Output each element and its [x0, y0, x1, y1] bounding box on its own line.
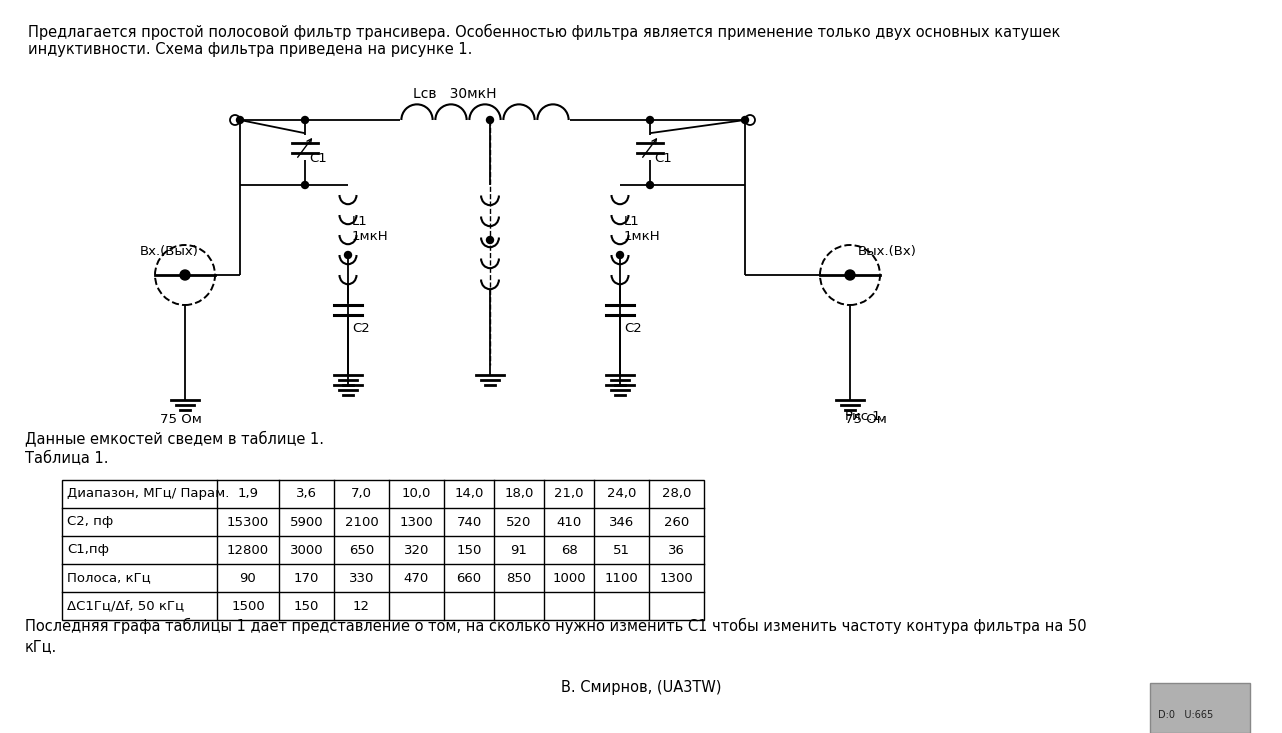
Text: Полоса, кГц: Полоса, кГц: [67, 572, 151, 584]
Text: 1100: 1100: [605, 572, 638, 584]
Text: C1: C1: [309, 152, 327, 165]
Text: 1,9: 1,9: [237, 487, 259, 501]
Text: 75 Ом: 75 Ом: [160, 413, 201, 426]
Text: 28,0: 28,0: [662, 487, 691, 501]
Text: 68: 68: [560, 543, 577, 556]
Text: 1300: 1300: [400, 515, 433, 528]
Circle shape: [236, 117, 244, 123]
Text: С1,пф: С1,пф: [67, 543, 109, 556]
Text: 170: 170: [294, 572, 319, 584]
Text: 660: 660: [456, 572, 482, 584]
Circle shape: [301, 117, 309, 123]
Text: 650: 650: [349, 543, 374, 556]
Text: 91: 91: [510, 543, 527, 556]
Circle shape: [486, 237, 494, 243]
Text: Lсв   30мкН: Lсв 30мкН: [413, 87, 496, 101]
Text: 75 Ом: 75 Ом: [845, 413, 887, 426]
Circle shape: [617, 251, 623, 259]
Text: ΔС1Гц/Δf, 50 кГц: ΔС1Гц/Δf, 50 кГц: [67, 600, 185, 613]
Text: 12: 12: [353, 600, 370, 613]
Text: Вых.(Вх): Вых.(Вх): [858, 245, 917, 258]
Text: 150: 150: [456, 543, 482, 556]
Text: L1
1мкН: L1 1мкН: [353, 215, 388, 243]
Text: 36: 36: [668, 543, 685, 556]
Text: Диапазон, МГц/ Парам.: Диапазон, МГц/ Парам.: [67, 487, 229, 501]
Text: Вх.(Вых): Вх.(Вых): [140, 245, 199, 258]
Text: 10,0: 10,0: [401, 487, 431, 501]
Text: 18,0: 18,0: [504, 487, 533, 501]
Text: L1
1мкН: L1 1мкН: [624, 215, 660, 243]
Text: 346: 346: [609, 515, 635, 528]
Text: 260: 260: [664, 515, 690, 528]
Text: 520: 520: [506, 515, 532, 528]
Text: 2100: 2100: [345, 515, 378, 528]
Text: 1500: 1500: [231, 600, 265, 613]
Text: C2: C2: [353, 322, 369, 335]
Text: 12800: 12800: [227, 543, 269, 556]
Text: 5900: 5900: [290, 515, 323, 528]
Text: 51: 51: [613, 543, 629, 556]
Text: 3,6: 3,6: [296, 487, 317, 501]
Text: Таблица 1.: Таблица 1.: [26, 451, 109, 466]
Circle shape: [179, 270, 190, 280]
Text: 15300: 15300: [227, 515, 269, 528]
Text: 24,0: 24,0: [606, 487, 636, 501]
Text: 90: 90: [240, 572, 256, 584]
Bar: [62, 480, 704, 620]
Circle shape: [345, 251, 351, 259]
Text: 470: 470: [404, 572, 429, 584]
Circle shape: [845, 270, 855, 280]
Circle shape: [486, 117, 494, 123]
Circle shape: [646, 117, 654, 123]
Text: 740: 740: [456, 515, 482, 528]
Text: D:0   U:665: D:0 U:665: [1158, 710, 1213, 720]
Text: 1300: 1300: [660, 572, 694, 584]
Text: 21,0: 21,0: [554, 487, 583, 501]
Text: 850: 850: [506, 572, 532, 584]
Text: кГц.: кГц.: [26, 639, 58, 654]
Text: 320: 320: [404, 543, 429, 556]
Circle shape: [301, 182, 309, 188]
Bar: [1150, 683, 1250, 733]
Text: Рис.1.: Рис.1.: [845, 410, 886, 423]
Text: 330: 330: [349, 572, 374, 584]
Text: C1: C1: [654, 152, 672, 165]
Text: 150: 150: [294, 600, 319, 613]
Text: 3000: 3000: [290, 543, 323, 556]
Circle shape: [741, 117, 749, 123]
Text: Предлагается простой полосовой фильтр трансивера. Особенностью фильтра является : Предлагается простой полосовой фильтр тр…: [28, 23, 1060, 57]
Text: 1000: 1000: [553, 572, 586, 584]
Circle shape: [646, 182, 654, 188]
Text: Последняя графа таблицы 1 дает представление о том, на сколько нужно изменить С1: Последняя графа таблицы 1 дает представл…: [26, 618, 1087, 634]
Text: Данные емкостей сведем в таблице 1.: Данные емкостей сведем в таблице 1.: [26, 430, 324, 446]
Text: 410: 410: [556, 515, 582, 528]
Text: 7,0: 7,0: [351, 487, 372, 501]
Text: 14,0: 14,0: [454, 487, 483, 501]
Text: В. Смирнов, (UA3TW): В. Смирнов, (UA3TW): [560, 680, 722, 695]
Text: С2, пф: С2, пф: [67, 515, 113, 528]
Text: C2: C2: [624, 322, 642, 335]
